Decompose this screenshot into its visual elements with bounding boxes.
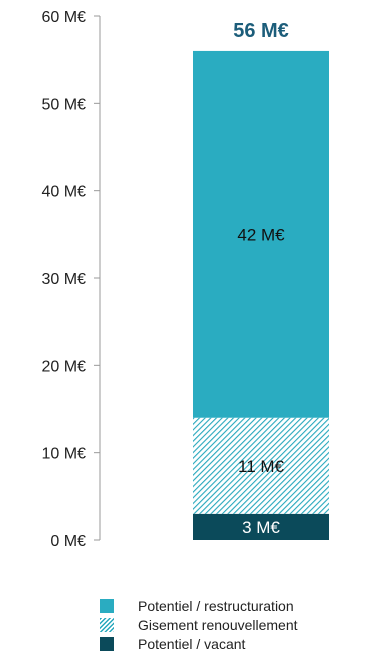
bar-segment-1: [193, 417, 329, 514]
segment-labels: 3 M€ 11 M€ 42 M€ 56 M€: [233, 20, 289, 537]
bar-segment-0: [193, 513, 329, 540]
legend-item-vacant: Potentiel / vacant: [100, 634, 298, 653]
legend-item-renouvellement: Gisement renouvellement: [100, 615, 298, 634]
legend-label-restructuration: Potentiel / restructuration: [138, 597, 294, 614]
y-tick-label: 30 M€: [42, 271, 87, 288]
legend-swatch-renouvellement: [100, 617, 114, 632]
y-axis: 0 M€ 10 M€ 20 M€ 30 M€ 40 M€ 50 M€ 60 M€: [42, 9, 101, 550]
y-tick-label: 40 M€: [42, 184, 87, 201]
y-tick-label: 50 M€: [42, 96, 87, 113]
segment-value-label: 11 M€: [238, 457, 285, 476]
y-tick-label: 0 M€: [50, 533, 86, 550]
y-tick-label: 60 M€: [42, 9, 87, 26]
legend-swatch-restructuration: [100, 598, 114, 613]
bar-stack: [193, 50, 329, 540]
legend-swatch-vacant: [100, 636, 114, 651]
segment-value-label: 3 M€: [242, 518, 280, 537]
y-tick-label: 10 M€: [42, 446, 87, 463]
legend-label-vacant: Potentiel / vacant: [138, 635, 246, 652]
legend-label-renouvellement: Gisement renouvellement: [138, 616, 298, 633]
segment-value-label: 42 M€: [237, 225, 285, 244]
legend-item-restructuration: Potentiel / restructuration: [100, 596, 298, 615]
y-tick-label: 20 M€: [42, 358, 87, 375]
bar-segment-2: [193, 50, 329, 418]
chart-legend: Potentiel / restructuration Gisement ren…: [100, 596, 298, 653]
total-value-label: 56 M€: [233, 20, 289, 42]
